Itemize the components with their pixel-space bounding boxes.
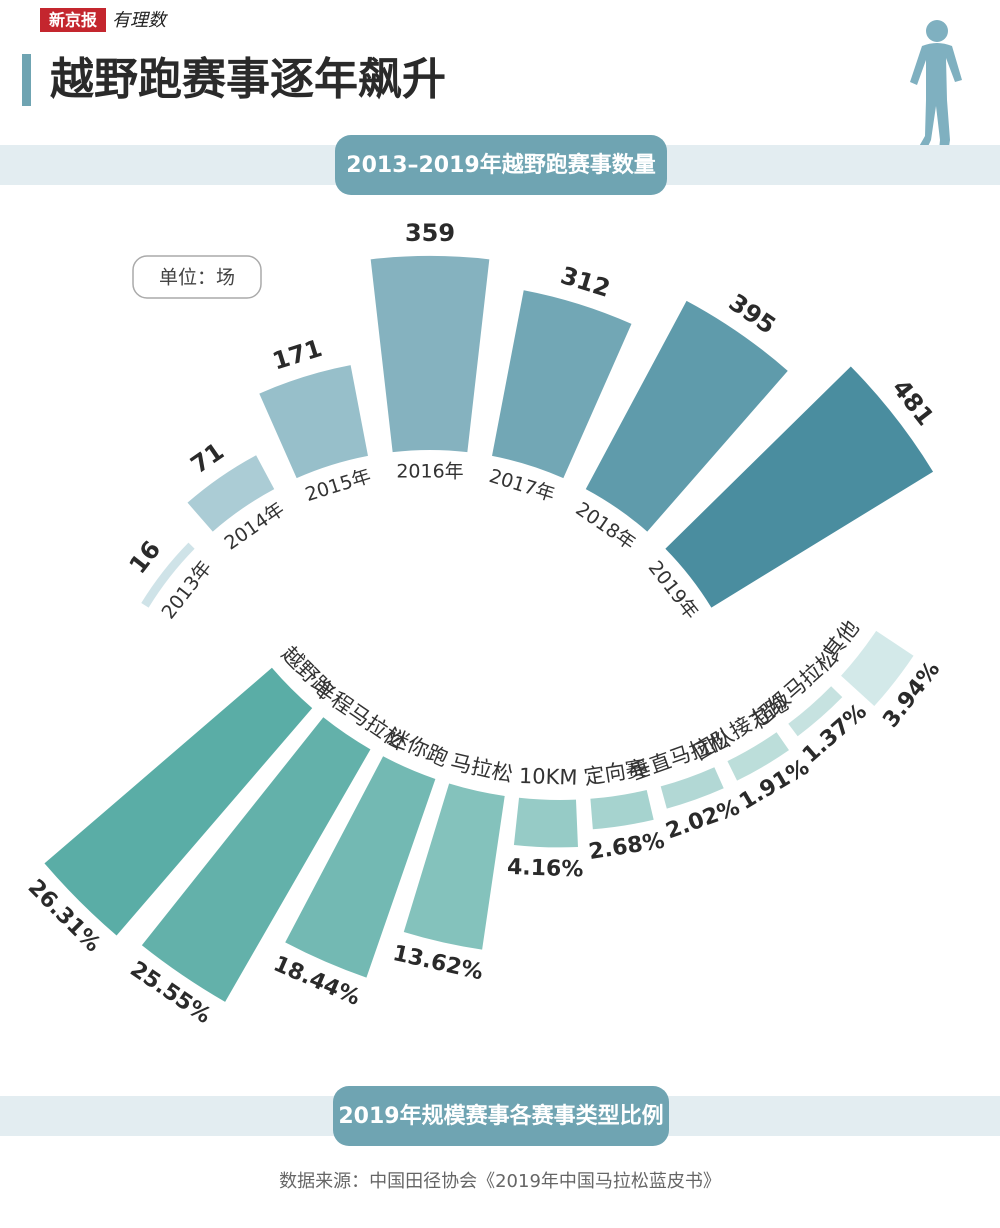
bar (285, 756, 436, 978)
page-title: 越野跑赛事逐年飙升 (50, 54, 446, 105)
bar (841, 630, 914, 706)
chart-title: 2019年规模赛事各赛事类型比例 (338, 1103, 663, 1129)
chart-title-pill (333, 1086, 669, 1146)
value-label: 4.16% (507, 855, 584, 883)
bar (585, 300, 788, 532)
bar (660, 767, 724, 809)
bar (44, 667, 313, 936)
title-bar (22, 54, 31, 106)
brand-box (40, 8, 106, 32)
bar (187, 455, 275, 532)
bar (727, 732, 789, 781)
bar (141, 717, 371, 1002)
chart-title-pill (335, 135, 667, 195)
source: 数据来源：中国田径协会《2019年中国马拉松蓝皮书》 (279, 1171, 721, 1192)
bar (513, 797, 578, 848)
bar (403, 783, 505, 950)
bar (590, 789, 654, 830)
bar (141, 542, 195, 608)
unit-box (132, 255, 262, 299)
bar (370, 255, 490, 453)
category-label: 10KM (519, 764, 578, 790)
unit-label: 单位：场 (159, 267, 235, 289)
category-label: 2016年 (396, 461, 463, 483)
bar (492, 290, 632, 479)
bar (788, 686, 843, 737)
runner-icon (910, 20, 962, 172)
brand: 新京报 (49, 11, 97, 30)
bar (665, 366, 934, 608)
chart-title: 2013–2019年越野跑赛事数量 (346, 152, 655, 178)
logo: 有理数 (112, 10, 168, 31)
value-label: 359 (405, 219, 455, 247)
bar (259, 365, 368, 479)
